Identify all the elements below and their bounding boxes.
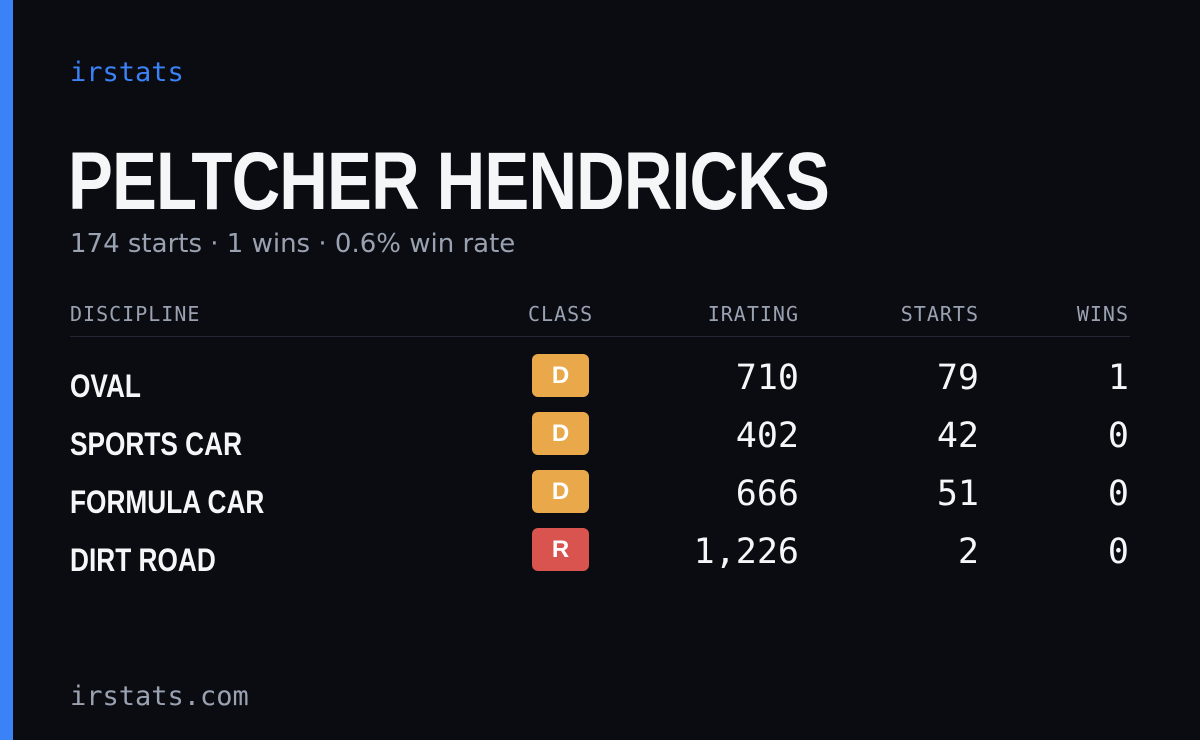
brand-logo-text: irstats [70,57,184,88]
starts-value: 42 [936,416,979,456]
class-badge: R [532,528,589,571]
table-row: OVAL D 710 79 1 [70,354,1130,412]
wins-value: 1 [1107,358,1129,398]
table-header: DISCIPLINE CLASS IRATING STARTS WINS [70,296,1130,337]
discipline-name: OVAL [70,368,141,404]
header-discipline: DISCIPLINE [70,302,201,326]
wins-value: 0 [1107,532,1129,572]
irating-value: 402 [735,416,799,456]
header-wins: WINS [1076,302,1129,326]
wins-value: 0 [1107,416,1129,456]
driver-summary: 174 starts · 1 wins · 0.6% win rate [70,229,516,259]
accent-bar [0,0,13,740]
header-class: CLASS [528,302,594,326]
discipline-name: SPORTS CAR [70,426,243,462]
stats-table: DISCIPLINE CLASS IRATING STARTS WINS OVA… [70,296,1130,586]
table-body: OVAL D 710 79 1 SPORTS CAR D 402 42 0 FO… [70,337,1130,586]
discipline-name: DIRT ROAD [70,542,216,578]
irating-value: 710 [735,358,799,398]
irating-value: 666 [735,474,799,514]
class-badge: D [532,412,589,455]
wins-value: 0 [1107,474,1129,514]
class-badge: D [532,354,589,397]
header-starts: STARTS [900,302,979,326]
header-irating: IRATING [707,302,799,326]
driver-name: PELTCHER HENDRICKS [68,136,830,227]
footer-url: irstats.com [70,681,249,712]
starts-value: 79 [936,358,979,398]
irating-value: 1,226 [693,532,799,572]
class-badge: D [532,470,589,513]
table-row: SPORTS CAR D 402 42 0 [70,412,1130,470]
starts-value: 51 [936,474,979,514]
table-row: DIRT ROAD R 1,226 2 0 [70,528,1130,586]
starts-value: 2 [957,532,979,572]
discipline-name: FORMULA CAR [70,484,265,520]
table-row: FORMULA CAR D 666 51 0 [70,470,1130,528]
